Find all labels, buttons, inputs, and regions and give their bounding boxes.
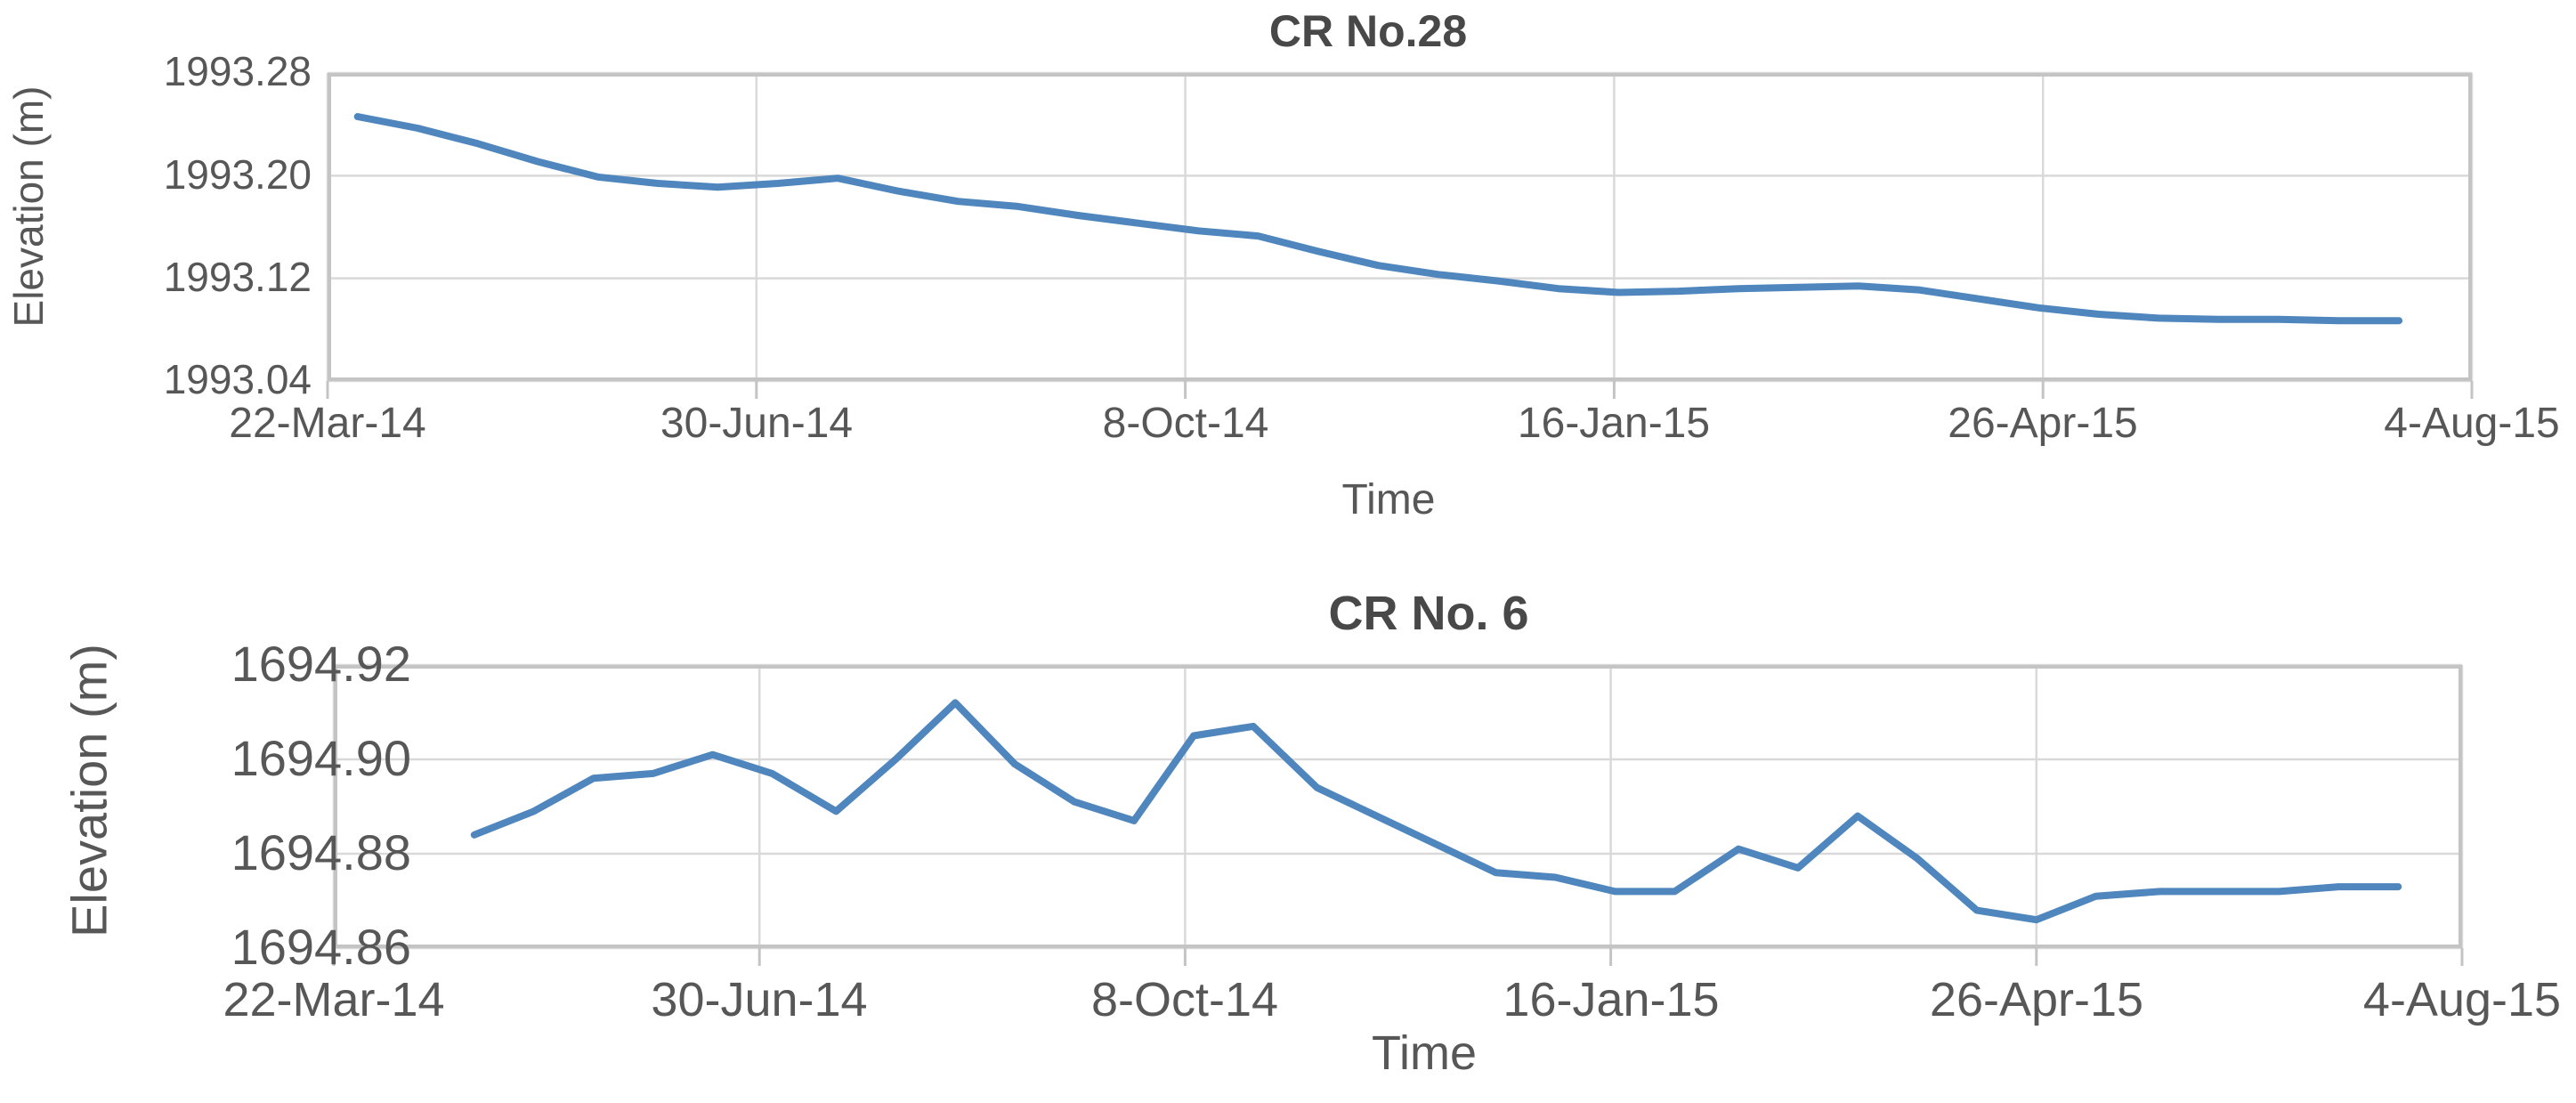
x-tick-label: 8-Oct-14 [1090,973,1279,1026]
y-tick-label: 1694.92 [231,636,411,692]
x-tick-label: 4-Aug-15 [2362,973,2562,1026]
plot-border [328,73,2472,381]
x-tick-label: 16-Jan-15 [1503,973,1720,1026]
chart1-title: CR No.28 [1268,6,1468,56]
plot-border [334,665,2462,948]
elevation-line-series [353,113,2403,325]
x-tick-label: 8-Oct-14 [1102,400,1269,447]
y-tick-label: 1993.28 [163,48,312,94]
y-tick-label: 1694.86 [231,919,411,975]
y-tick-label: 1993.20 [163,151,312,198]
x-tick-label: 26-Apr-15 [1929,973,2144,1026]
y-tick-label: 1993.04 [163,356,312,402]
x-tick-label: 16-Jan-15 [1517,400,1711,447]
chart2-x-axis-title: Time [1372,1026,1477,1080]
y-tick-label: 1694.88 [231,824,411,880]
x-tick-label: 30-Jun-14 [660,400,854,447]
chart1-x-axis-title: Time [1341,476,1436,523]
x-tick-label: 26-Apr-15 [1948,400,2138,447]
y-tick-label: 1694.90 [231,730,411,786]
x-tick-label: 22-Mar-14 [223,973,445,1026]
x-tick-label: 4-Aug-15 [2384,400,2560,447]
chart2-title: CR No. 6 [1328,587,1529,640]
x-tick-label: 30-Jun-14 [651,973,868,1026]
x-tick-label: 22-Mar-14 [229,400,426,447]
chart2-canvas [332,663,2464,966]
elevation-line-series [470,699,2402,924]
y-tick-label: 1993.12 [163,254,312,300]
chart1-canvas [326,71,2474,399]
